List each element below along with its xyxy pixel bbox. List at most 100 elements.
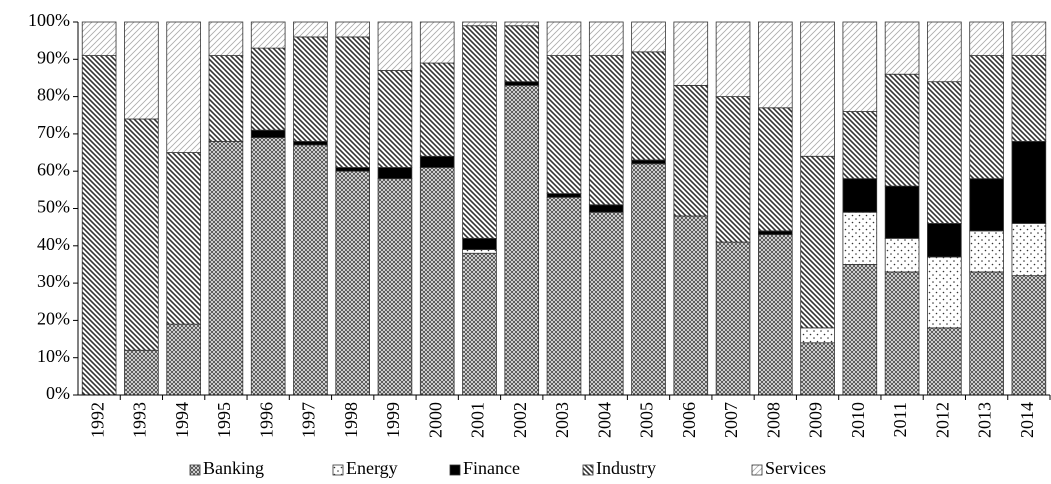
bar-segment bbox=[588, 211, 624, 396]
bar-segment bbox=[631, 163, 666, 396]
bar-segment bbox=[293, 140, 328, 146]
bar-segment bbox=[166, 152, 201, 325]
bar-segment bbox=[504, 21, 540, 27]
x-tick-label: 2005 bbox=[637, 402, 657, 438]
bar-segment bbox=[842, 178, 878, 213]
legend-label: Services bbox=[765, 458, 826, 478]
bar-segment bbox=[504, 85, 540, 396]
legend-swatch bbox=[332, 464, 344, 476]
bar-segment bbox=[715, 21, 751, 97]
bar-segment bbox=[588, 21, 624, 56]
bar-segment bbox=[462, 252, 497, 396]
bar-segment bbox=[419, 155, 455, 168]
bar-segment bbox=[1011, 140, 1047, 224]
bar-segment bbox=[250, 137, 286, 396]
bar-segment bbox=[758, 21, 793, 109]
bar-segment bbox=[631, 51, 666, 161]
x-tick-label: 2011 bbox=[890, 402, 910, 437]
bar-segment bbox=[250, 129, 286, 139]
y-tick-label: 30% bbox=[37, 271, 70, 291]
x-tick-label: 1998 bbox=[341, 402, 361, 438]
bar-segment bbox=[208, 140, 244, 396]
bar-segment bbox=[1011, 275, 1047, 396]
x-tick-label: 2010 bbox=[848, 402, 868, 438]
legend-swatch bbox=[582, 464, 594, 476]
bar-segment bbox=[504, 25, 540, 83]
bar-segment bbox=[842, 211, 878, 265]
legend-swatch bbox=[449, 464, 461, 476]
bar-segment bbox=[631, 159, 666, 165]
bar-segment bbox=[800, 155, 835, 329]
bar-segment bbox=[419, 62, 455, 157]
bar-segment bbox=[166, 21, 201, 153]
bar-segment bbox=[250, 47, 286, 131]
y-tick-label: 10% bbox=[37, 346, 70, 366]
bar-segment bbox=[293, 144, 328, 396]
y-tick-label: 60% bbox=[37, 159, 70, 179]
x-tick-label: 2007 bbox=[721, 402, 741, 438]
bar-segment bbox=[884, 185, 920, 239]
y-tick-label: 20% bbox=[37, 309, 70, 329]
bar-segment bbox=[673, 21, 709, 86]
bar-segment bbox=[758, 234, 793, 396]
bar-segment bbox=[758, 107, 793, 232]
bar-segment bbox=[1011, 21, 1047, 56]
bar-segment bbox=[546, 196, 582, 396]
y-tick-label: 70% bbox=[37, 122, 70, 142]
bar-segment bbox=[969, 55, 1004, 180]
bar-segment bbox=[335, 21, 370, 38]
bar-segment bbox=[969, 178, 1004, 232]
legend-label: Banking bbox=[203, 458, 264, 478]
bar-segment bbox=[969, 230, 1004, 273]
y-tick-label: 40% bbox=[37, 234, 70, 254]
x-tick-label: 2006 bbox=[679, 402, 699, 438]
y-tick-label: 100% bbox=[28, 10, 70, 30]
bar-segment bbox=[927, 256, 962, 329]
bar-segment bbox=[673, 85, 709, 217]
bar-segment bbox=[81, 21, 117, 56]
bar-segment bbox=[335, 170, 370, 396]
bar-segment bbox=[758, 230, 793, 236]
bar-segment bbox=[969, 21, 1004, 56]
legend-swatch bbox=[189, 464, 201, 476]
bar-segment bbox=[546, 193, 582, 198]
bar-segment bbox=[293, 21, 328, 38]
bar-segment bbox=[377, 178, 413, 396]
bar-segment bbox=[927, 81, 962, 224]
x-tick-label: 2008 bbox=[763, 402, 783, 438]
bar-segment bbox=[124, 21, 159, 120]
x-tick-label: 2004 bbox=[594, 402, 614, 438]
bar-segment bbox=[166, 323, 201, 396]
bar-segment bbox=[927, 327, 962, 396]
legend-label: Energy bbox=[346, 458, 398, 478]
bar-segment bbox=[335, 167, 370, 172]
x-tick-label: 1996 bbox=[256, 402, 276, 438]
x-tick-label: 2009 bbox=[806, 402, 826, 438]
x-tick-label: 2002 bbox=[510, 402, 530, 438]
bar-segment bbox=[927, 223, 962, 258]
bar-segment bbox=[588, 204, 624, 213]
bar-segment bbox=[1011, 55, 1047, 142]
bar-segment bbox=[377, 167, 413, 180]
bar-segment bbox=[969, 271, 1004, 396]
bar-segment bbox=[124, 118, 159, 351]
bar-segment bbox=[631, 21, 666, 53]
x-tick-label: 1993 bbox=[130, 402, 150, 438]
bar-segment bbox=[842, 111, 878, 180]
bar-segment bbox=[842, 264, 878, 396]
bar-segment bbox=[884, 73, 920, 187]
bar-segment bbox=[377, 70, 413, 168]
x-tick-label: 1999 bbox=[383, 402, 403, 438]
y-tick-label: 80% bbox=[37, 85, 70, 105]
bar-segment bbox=[673, 215, 709, 396]
x-tick-label: 2001 bbox=[468, 402, 488, 438]
bar-segment bbox=[208, 55, 244, 142]
bar-segment bbox=[884, 271, 920, 396]
x-tick-label: 2003 bbox=[552, 402, 572, 438]
bar-segment bbox=[800, 21, 835, 157]
bar-segment bbox=[250, 21, 286, 49]
bar-segment bbox=[715, 241, 751, 396]
bar-segment bbox=[842, 21, 878, 112]
bar-segment bbox=[884, 21, 920, 75]
